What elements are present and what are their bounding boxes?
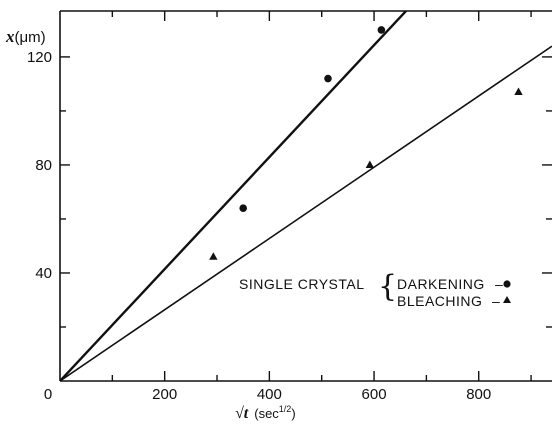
legend-label-darkening: DARKENING — [397, 276, 485, 292]
x-axis-symbol: √t — [235, 405, 249, 422]
y-tick-label: 80 — [35, 157, 52, 174]
fit-line-bleaching — [60, 45, 552, 381]
data-point-bleaching — [514, 87, 523, 96]
data-point-darkening — [324, 74, 332, 83]
x-tick-label: 200 — [152, 386, 177, 403]
data-point-bleaching — [209, 252, 218, 260]
y-axis-symbol: x — [5, 27, 15, 46]
data-points — [209, 26, 523, 260]
legend-marker-triangle — [503, 296, 511, 303]
x-tick-label: 600 — [362, 386, 387, 403]
data-point-bleaching — [365, 160, 375, 168]
legend-dash-bleaching: – — [492, 293, 500, 309]
legend-label-bleaching: BLEACHING — [397, 293, 482, 309]
y-axis-unit: (μm) — [15, 29, 46, 46]
data-point-darkening — [377, 26, 386, 34]
fit-lines — [60, 11, 552, 381]
x-axis-unit-prefix: (sec — [254, 406, 279, 421]
x-tick-label: 400 — [257, 386, 282, 403]
legend-group-label: SINGLE CRYSTAL — [239, 276, 365, 292]
x-tick-label: 0 — [44, 386, 52, 403]
fit-line-darkening — [60, 11, 408, 381]
legend: SINGLE CRYSTAL { DARKENING – BLEACHING – — [239, 269, 511, 309]
y-tick-label: 40 — [35, 265, 52, 282]
data-point-darkening — [239, 204, 247, 212]
legend-marker-circle — [503, 280, 511, 288]
y-axis-ticks: 40 80 120 — [27, 49, 552, 328]
x-axis-label: √t (sec1/2) — [235, 404, 296, 422]
y-tick-label: 120 — [27, 49, 52, 66]
x-axis-ticks: 0 200 400 600 800 — [44, 11, 532, 403]
x-axis-unit-exponent: 1/2 — [279, 404, 292, 414]
legend-brace: { — [378, 269, 397, 304]
y-axis-label: x(μm) — [5, 27, 46, 46]
x-axis-unit-suffix: ) — [291, 406, 295, 421]
plot-frame — [59, 10, 552, 382]
legend-dash-darkening: – — [495, 276, 503, 292]
x-tick-label: 800 — [466, 386, 491, 403]
